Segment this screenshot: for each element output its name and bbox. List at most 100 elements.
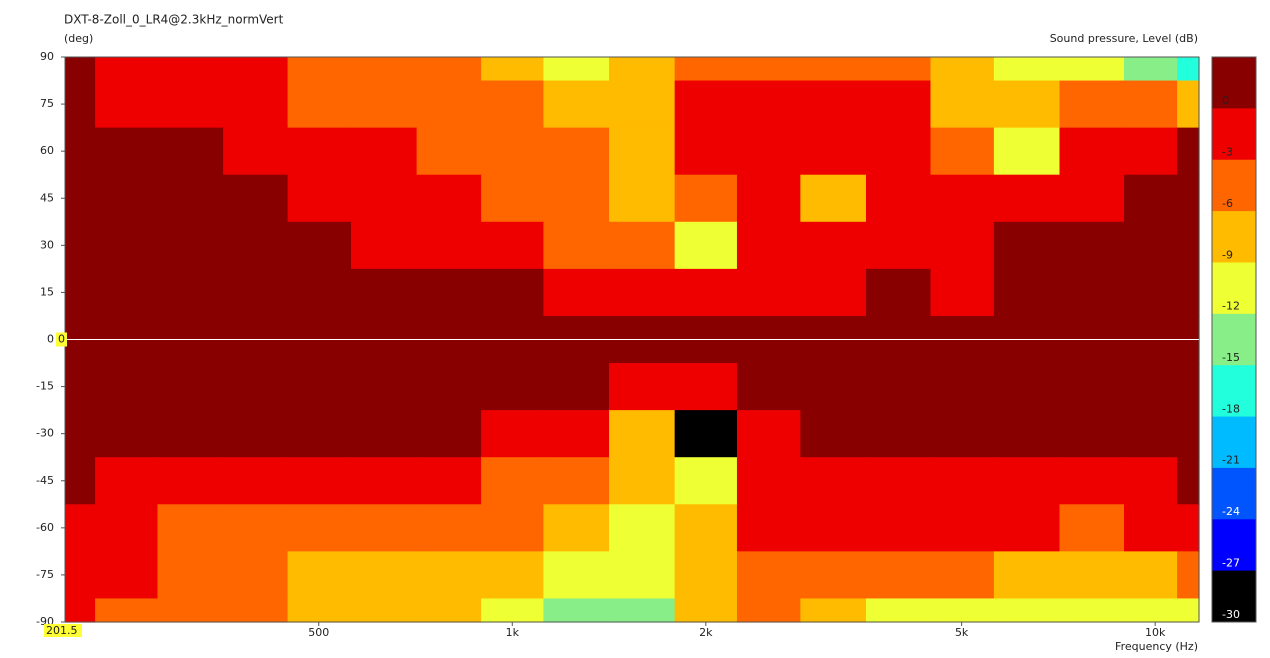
contour-cell bbox=[223, 457, 289, 505]
contour-cell bbox=[865, 80, 932, 129]
colorbar-label: -6 bbox=[1222, 197, 1233, 210]
y-tick-label: 60 bbox=[40, 144, 54, 157]
contour-cell bbox=[543, 410, 610, 458]
contour-cell bbox=[993, 457, 1061, 505]
contour-cell bbox=[481, 504, 545, 552]
contour-cell bbox=[543, 363, 610, 411]
contour-cell bbox=[930, 80, 995, 129]
contour-cell bbox=[674, 504, 738, 552]
colorbar-band bbox=[1212, 519, 1256, 572]
contour-cell bbox=[1124, 80, 1178, 129]
contour-cell bbox=[1177, 457, 1200, 505]
contour-cell bbox=[609, 363, 676, 411]
contour-cell bbox=[287, 174, 352, 223]
cursor-x-label: 201.5 bbox=[46, 624, 78, 637]
contour-cell bbox=[157, 598, 224, 623]
contour-cell bbox=[993, 174, 1061, 223]
x-tick-label: 10k bbox=[1145, 626, 1166, 639]
contour-cell bbox=[481, 80, 545, 129]
contour-cell bbox=[351, 504, 418, 552]
contour-cell bbox=[865, 410, 932, 458]
colorbar-label: -12 bbox=[1222, 300, 1240, 313]
contour-cell bbox=[543, 457, 610, 505]
contour-cell bbox=[865, 174, 932, 223]
contour-cell bbox=[65, 221, 96, 270]
colorbar-frame bbox=[1211, 56, 1257, 623]
contour-cell bbox=[736, 268, 801, 317]
contour-cell bbox=[157, 551, 224, 600]
colorbar-label: -15 bbox=[1222, 351, 1240, 364]
y-tick-label: 45 bbox=[40, 191, 54, 204]
contour-cell bbox=[223, 410, 289, 458]
contour-cell bbox=[223, 504, 289, 552]
contour-cell bbox=[157, 57, 224, 82]
contour-cell bbox=[416, 504, 482, 552]
contour-cell bbox=[351, 221, 418, 270]
contour-cell bbox=[993, 598, 1061, 623]
contour-cell bbox=[1124, 551, 1178, 600]
contour-cell bbox=[930, 174, 995, 223]
contour-cell bbox=[800, 57, 867, 82]
contour-cell bbox=[609, 551, 676, 600]
contour-cell bbox=[800, 457, 867, 505]
contour-cell bbox=[736, 598, 801, 623]
contour-cell bbox=[481, 551, 545, 600]
contour-cell bbox=[157, 174, 224, 223]
cursor-y-bg bbox=[56, 332, 67, 347]
contour-cell bbox=[223, 80, 289, 129]
contour-cell bbox=[95, 127, 159, 176]
contour-cell bbox=[736, 221, 801, 270]
contour-cell bbox=[993, 504, 1061, 552]
contour-cell bbox=[930, 598, 995, 623]
contour-cell bbox=[543, 221, 610, 270]
colorbar-band bbox=[1212, 57, 1256, 109]
contour-cell bbox=[865, 127, 932, 176]
contour-cell bbox=[65, 457, 96, 505]
colorbar-band bbox=[1212, 159, 1256, 212]
contour-cell bbox=[287, 127, 352, 176]
contour-cell bbox=[157, 268, 224, 317]
cursor-y-label: 0 bbox=[58, 333, 65, 346]
y-axis-label: (deg) bbox=[64, 32, 93, 45]
contour-cell bbox=[287, 80, 352, 129]
contour-cell bbox=[95, 174, 159, 223]
y-tick-label: 75 bbox=[40, 97, 54, 110]
cursor-x-bg bbox=[44, 624, 82, 637]
colorbar-label: -30 bbox=[1222, 608, 1240, 621]
contour-cell bbox=[930, 268, 995, 317]
contour-cell bbox=[543, 504, 610, 552]
colorbar-band bbox=[1212, 313, 1256, 366]
contour-cell bbox=[674, 221, 738, 270]
contour-cell bbox=[609, 57, 676, 82]
contour-cell bbox=[930, 410, 995, 458]
contour-cell bbox=[609, 127, 676, 176]
contour-cell bbox=[65, 174, 96, 223]
contour-cell bbox=[287, 221, 352, 270]
contour-cell bbox=[609, 504, 676, 552]
contour-cell bbox=[736, 504, 801, 552]
contour-cell bbox=[609, 174, 676, 223]
contour-cell bbox=[95, 598, 159, 623]
contour-cell bbox=[1059, 410, 1125, 458]
chart-title: DXT-8-Zoll_0_LR4@2.3kHz_normVert bbox=[64, 13, 284, 27]
contour-cell bbox=[223, 57, 289, 82]
contour-cell bbox=[481, 457, 545, 505]
contour-cell bbox=[65, 127, 96, 176]
contour-cell bbox=[800, 221, 867, 270]
contour-cell bbox=[800, 268, 867, 317]
contour-cell bbox=[674, 363, 738, 411]
contour-cell bbox=[736, 80, 801, 129]
contour-cell bbox=[736, 363, 801, 411]
contour-cell bbox=[1059, 174, 1125, 223]
contour-cell bbox=[1177, 221, 1200, 270]
contour-cell bbox=[1177, 268, 1200, 317]
contour-cell bbox=[609, 80, 676, 129]
contour-cell bbox=[223, 363, 289, 411]
y-tick-label: -45 bbox=[36, 474, 54, 487]
contour-cell bbox=[1124, 174, 1178, 223]
contour-cell bbox=[930, 127, 995, 176]
contour-cell bbox=[351, 174, 418, 223]
contour-cell bbox=[1177, 174, 1200, 223]
contour-cell bbox=[865, 551, 932, 600]
contour-cell bbox=[416, 57, 482, 82]
